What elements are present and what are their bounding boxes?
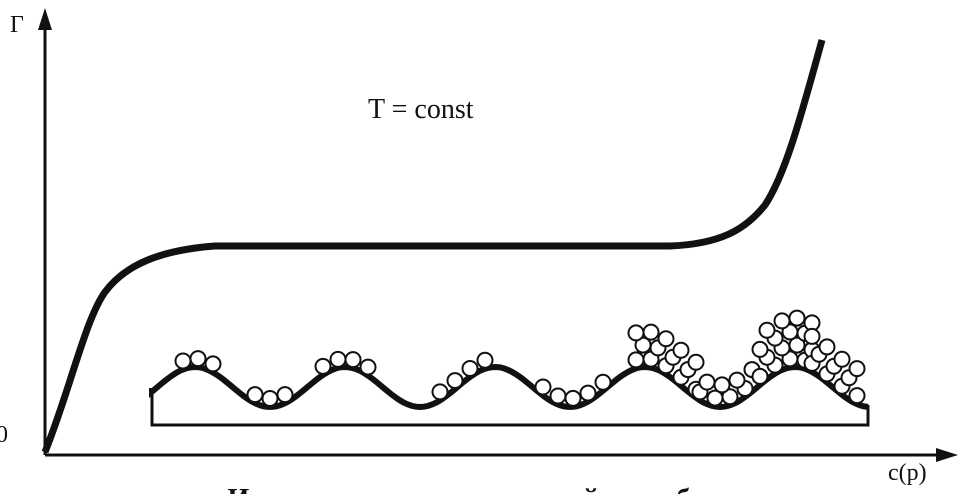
x-arrow	[936, 448, 958, 462]
molecule	[433, 384, 448, 399]
molecule	[835, 352, 850, 367]
molecule	[463, 361, 478, 376]
molecule	[176, 353, 191, 368]
molecule	[316, 359, 331, 374]
molecule	[760, 323, 775, 338]
molecule	[331, 352, 346, 367]
molecule	[478, 353, 493, 368]
molecule	[629, 352, 644, 367]
adsorption-schematic	[152, 311, 868, 425]
molecule	[715, 377, 730, 392]
molecule	[551, 389, 566, 404]
molecule	[850, 388, 865, 403]
molecule	[346, 352, 361, 367]
molecule	[805, 329, 820, 344]
caption: Изотерма полимолекулярной адсорбции	[227, 484, 738, 494]
molecule	[775, 313, 790, 328]
molecule	[248, 387, 263, 402]
molecule	[850, 361, 865, 376]
page: Γ c(p) 0 T = const Изотерма полимолекуля…	[0, 0, 967, 494]
y-label: Γ	[10, 12, 24, 38]
molecule	[820, 339, 835, 354]
molecule	[581, 386, 596, 401]
molecule	[596, 375, 611, 390]
molecule	[674, 343, 689, 358]
molecule	[361, 360, 376, 375]
molecule	[629, 325, 644, 340]
molecule	[730, 373, 745, 388]
origin-label: 0	[0, 422, 8, 448]
molecule	[753, 369, 768, 384]
figure: Γ c(p) 0 T = const Изотерма полимолекуля…	[0, 0, 967, 494]
molecule	[753, 342, 768, 357]
x-label: c(p)	[888, 460, 927, 486]
molecule	[278, 387, 293, 402]
molecule	[191, 351, 206, 366]
annotation: T = const	[368, 94, 474, 125]
y-arrow	[38, 8, 52, 30]
molecule	[700, 375, 715, 390]
molecule	[659, 331, 674, 346]
molecule	[689, 355, 704, 370]
molecule	[536, 380, 551, 395]
molecule	[790, 311, 805, 326]
molecule	[644, 325, 659, 340]
molecule	[566, 391, 581, 406]
molecule	[263, 391, 278, 406]
molecule	[206, 356, 221, 371]
molecule	[448, 373, 463, 388]
